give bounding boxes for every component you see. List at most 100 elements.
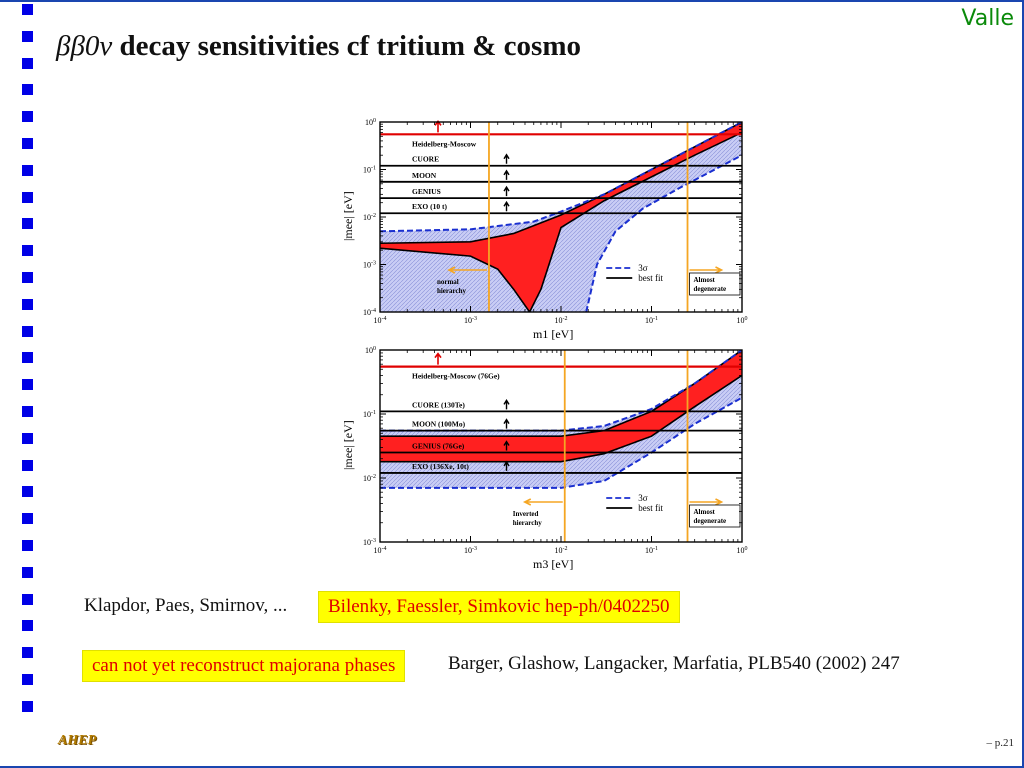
x-tick-label: 100 (737, 316, 748, 325)
hierarchy-arrow (522, 498, 563, 506)
bullet-square (22, 673, 33, 685)
y-tick-label: 10-3 (363, 538, 376, 547)
legend-label: best fit (638, 503, 663, 513)
bullet-square (22, 30, 33, 42)
y-tick-label: 10-2 (363, 213, 376, 222)
author-label: Valle (961, 6, 1014, 31)
best-fit-lower-line (380, 374, 742, 463)
bullet-square (22, 164, 33, 176)
y-tick-label: 10-1 (363, 166, 376, 175)
highlight-reference-1: Bilenky, Faessler, Simkovic hep-ph/04022… (318, 591, 680, 623)
sigma3-upper-line (380, 350, 742, 432)
limit-arrow (434, 352, 442, 365)
y-tick-label: 100 (365, 118, 376, 127)
degenerate-arrow (689, 498, 724, 506)
bullet-square (22, 459, 33, 471)
bullet-square (22, 111, 33, 123)
experiment-label: CUORE (412, 155, 439, 164)
reference-line-1: Klapdor, Paes, Smirnov, ... (84, 595, 288, 616)
x-tick-label: 10-1 (645, 546, 658, 555)
experiment-label: MOON (100Mo) (412, 420, 466, 429)
sensitivity-arrow (503, 200, 510, 212)
y-tick-label: 10-2 (363, 474, 376, 483)
y-tick-label: 100 (365, 346, 376, 355)
annotation-hierarchy-2: hierarchy (513, 519, 543, 527)
y-axis-label: |mee| [eV] (341, 420, 355, 470)
legend-label: best fit (638, 273, 663, 283)
x-tick-label: 10-3 (464, 316, 477, 325)
experiment-label: MOON (412, 171, 437, 180)
x-tick-label: 10-3 (464, 546, 477, 555)
bullet-square (22, 325, 33, 337)
degenerate-box (689, 272, 741, 296)
experiment-label: EXO (10 t) (412, 202, 447, 211)
bullet-square (22, 620, 33, 632)
bullet-square (22, 218, 33, 230)
highlight-reference-2: can not yet reconstruct majorana phases (82, 650, 406, 682)
hierarchy-arrow (447, 266, 487, 274)
legend-label: 3σ (638, 263, 648, 273)
sensitivity-arrow (503, 169, 510, 180)
bullet-square (22, 271, 33, 283)
bullet-square (22, 432, 33, 444)
band-best-fit (380, 350, 742, 462)
bullet-square (22, 191, 33, 203)
legend-box (600, 490, 687, 516)
experiment-label: CUORE (130Te) (412, 400, 465, 409)
bullet-square (22, 84, 33, 96)
sensitivity-arrow (503, 440, 510, 451)
y-axis-label: |mee| [eV] (341, 191, 355, 241)
annotation-degenerate-1: Almost (694, 508, 716, 516)
x-tick-label: 10-4 (374, 546, 387, 555)
sigma3-lower-line (380, 396, 742, 489)
sigma3-lower-line (585, 154, 742, 312)
bullet-square (22, 566, 33, 578)
page-number: – p.21 (986, 737, 1015, 749)
legend-label: 3σ (638, 493, 648, 503)
title-symbol: ββ0ν (56, 30, 113, 62)
frame-top (0, 0, 1024, 2)
annotation-hierarchy-2: hierarchy (437, 287, 467, 295)
sensitivity-arrow (503, 153, 510, 164)
experiment-label: Heidelberg-Moscow (412, 139, 477, 148)
sensitivity-arrow (503, 185, 510, 197)
page-title: ββ0ν decay sensitivities cf tritium & co… (56, 30, 581, 63)
annotation-degenerate-2: degenerate (694, 285, 727, 293)
limit-arrow (434, 119, 442, 133)
bullet-square (22, 137, 33, 149)
degenerate-box (689, 504, 741, 528)
bullet-column (22, 4, 34, 744)
bullet-square (22, 486, 33, 498)
x-axis-label: m1 [eV] (533, 327, 573, 341)
experiment-label: EXO (136Xe, 10t) (412, 462, 469, 471)
degenerate-arrow (689, 266, 724, 274)
sigma3-upper-line (380, 122, 742, 233)
x-axis-label: m3 [eV] (533, 557, 573, 571)
bullet-square (22, 513, 33, 525)
bullet-square (22, 379, 33, 391)
sensitivity-arrow (503, 399, 510, 410)
legend-box (600, 260, 687, 286)
x-tick-label: 10-2 (555, 546, 568, 555)
bullet-square (22, 539, 33, 551)
x-tick-label: 10-4 (374, 316, 387, 325)
sensitivity-arrow (503, 460, 510, 471)
annotation-degenerate-2: degenerate (694, 517, 727, 525)
experiment-label: Heidelberg-Moscow (76Ge) (412, 372, 500, 381)
bullet-square (22, 298, 33, 310)
bullet-square (22, 57, 33, 69)
bullet-square (22, 700, 33, 712)
sensitivity-charts: Heidelberg-Moscow CUORE MOON GENIUS EXO (10 … (341, 118, 748, 571)
bullet-square (22, 245, 33, 257)
x-tick-label: 10-2 (555, 316, 568, 325)
reference-line-2: Barger, Glashow, Langacker, Marfatia, PL… (448, 653, 900, 674)
annotation-degenerate-1: Almost (694, 276, 716, 284)
x-tick-label: 10-1 (645, 316, 658, 325)
bullet-square (22, 4, 33, 15)
y-tick-label: 10-1 (363, 410, 376, 419)
ahep-logo: AHEP (58, 733, 97, 748)
y-tick-label: 10-3 (363, 261, 376, 270)
experiment-label: GENIUS (412, 187, 441, 196)
bullet-square (22, 352, 33, 364)
y-tick-label: 10-4 (363, 308, 376, 317)
